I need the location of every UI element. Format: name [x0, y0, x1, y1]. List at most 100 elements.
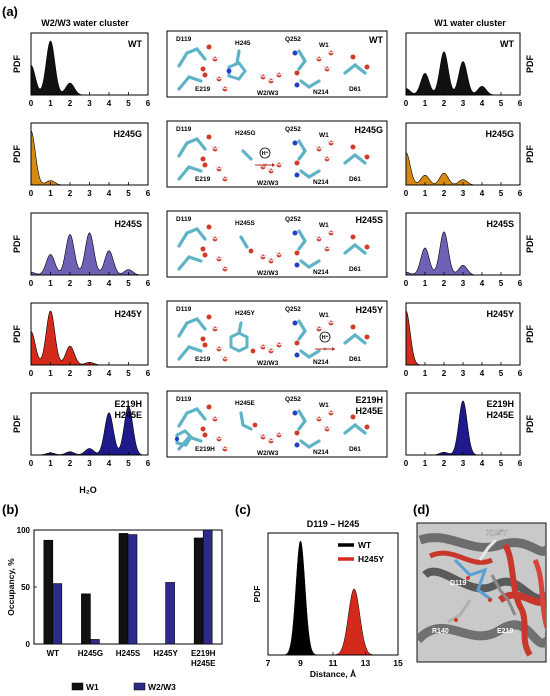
pdf-axis-label: PDF: [12, 54, 22, 73]
bond: [297, 49, 307, 63]
ring: [227, 61, 247, 81]
bond: [177, 165, 191, 181]
atom-o: [200, 156, 206, 162]
x-tick-label: 1: [48, 99, 53, 108]
atom-o: [248, 248, 254, 254]
structure-frame: [166, 30, 388, 98]
residue-d61: D61: [349, 266, 361, 273]
water-h-bond: [314, 145, 320, 150]
bond: [299, 169, 311, 179]
water-h-bond: [314, 235, 320, 240]
x-tick-label: 6: [146, 189, 151, 198]
pdf-subplot-h245y: 0 1 2 3 4 5 6 H245Y PDF: [404, 302, 535, 378]
residue-245: H245: [235, 40, 251, 47]
bond: [185, 137, 199, 145]
pdf-subplot-h245s: 0 1 2 3 4 5 6 H245S PDF: [404, 212, 535, 288]
x-tick-label: 1: [48, 459, 53, 468]
atom-o: [200, 426, 206, 432]
x-tick-label: 1: [423, 459, 428, 468]
residue-q252: Q252: [285, 306, 301, 313]
residue-e219: E219: [195, 176, 211, 183]
water-h-bond: [330, 410, 336, 414]
atom-o: [252, 422, 258, 428]
bond: [353, 423, 367, 435]
water-h-bond: [318, 236, 324, 240]
atom-o: [200, 66, 206, 72]
water-h-bond: [266, 77, 272, 82]
atom-o: [294, 250, 300, 256]
x-tick-label: 3: [461, 279, 466, 288]
water-h-bond: [262, 254, 268, 258]
pdf-area-h245y: [30, 310, 148, 366]
legend-label-0: W1: [86, 682, 99, 692]
atom-n: [294, 172, 300, 178]
structure-variant-label: H245G: [354, 125, 383, 135]
variant-label: H245Y: [486, 309, 514, 319]
x-tick-label: 2: [68, 189, 73, 198]
y-axis-label: Occupancy, %: [6, 558, 16, 616]
water-h-bond: [318, 56, 324, 60]
water-h-bond: [322, 245, 328, 250]
structure-variant-label: H245E: [355, 406, 383, 416]
bond: [353, 243, 367, 255]
water-h-bond: [326, 409, 332, 414]
bar-w2-w3-0: [52, 583, 63, 645]
bond: [299, 79, 311, 89]
bond: [297, 319, 307, 333]
x-tick-label: 4: [480, 459, 485, 468]
bond: [307, 259, 321, 269]
right-column-title: W1 water cluster: [434, 18, 506, 28]
structure-panel-3: D119 H245S Q252 W1 W2/W3 N214 D61 H245S: [166, 210, 388, 278]
residue-d119: D119: [176, 396, 192, 403]
pdf-axis-label: PDF: [12, 144, 22, 163]
legend-label-1: W2/W3: [148, 682, 176, 692]
x-tick-label: 1: [423, 279, 428, 288]
category-label: H245E: [191, 659, 216, 668]
bond: [185, 407, 199, 415]
water-h-bond: [224, 266, 230, 270]
residue-w1: W1: [319, 42, 329, 49]
bar-w1-4: [193, 537, 204, 645]
x-tick-label: 2: [68, 99, 73, 108]
label-e219: E219: [497, 628, 513, 635]
category-label: E219H: [191, 649, 216, 658]
x-tick-label: 1: [423, 99, 428, 108]
bond: [343, 243, 357, 255]
bond: [187, 75, 203, 83]
water-h-bond: [274, 251, 280, 256]
ring: [175, 429, 193, 447]
water-h-bond: [220, 445, 226, 450]
bond: [297, 59, 307, 71]
residue-245: H245S: [235, 220, 256, 227]
x-tick-label: 3: [87, 459, 92, 468]
panel-label-c: (c): [235, 502, 251, 517]
atom-o: [364, 244, 370, 250]
water-h-bond: [218, 436, 224, 440]
structure-overlay-image: H245Y D119 R140 E219: [416, 522, 547, 663]
water-h-bond: [214, 255, 220, 260]
water-h-bond: [330, 320, 336, 324]
water-h-bond: [214, 75, 220, 80]
bond: [177, 411, 189, 428]
water-h-bond: [258, 343, 264, 348]
bond: [237, 321, 243, 335]
ring: [229, 331, 249, 353]
structure-panel-2: D119 H245G Q252 W1 E219 W2/W3 N214 D61 H245G H⁺ ×: [166, 120, 388, 188]
x-tick-label: 3: [461, 369, 466, 378]
variant-label: H245G: [113, 129, 142, 139]
atom-n: [292, 140, 298, 146]
atom-o: [350, 144, 356, 150]
residue-q252: Q252: [285, 396, 301, 403]
chart-title: D119 – H245: [307, 519, 360, 529]
bond: [241, 149, 253, 161]
residue-w1: W1: [319, 132, 329, 139]
residue-q252: Q252: [285, 216, 301, 223]
residue-d119: D119: [176, 216, 192, 223]
x-tick-label: 2: [442, 99, 447, 108]
water-h-bond: [214, 326, 220, 330]
x-tick-label: 5: [126, 279, 131, 288]
bond: [195, 137, 207, 151]
atom-o: [200, 336, 206, 342]
x-tick-label: 0: [29, 99, 34, 108]
